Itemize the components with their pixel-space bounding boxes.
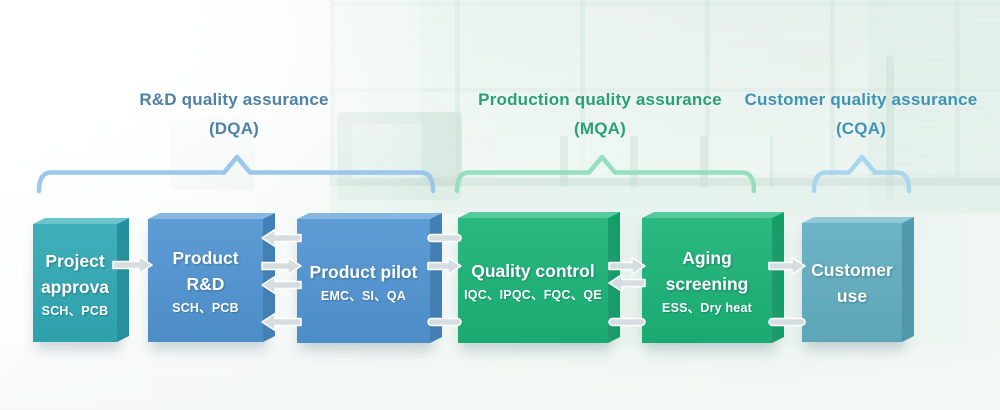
- section-abbr: (DQA): [208, 119, 260, 138]
- box-subtitle: ESS、Dry heat: [662, 301, 752, 315]
- section-abbr: (CQA): [835, 119, 887, 138]
- box-top-face: [642, 212, 784, 218]
- box-front-face: Customer use: [802, 223, 902, 342]
- box-top-face: [297, 213, 442, 219]
- box-title: Quality control: [471, 261, 595, 281]
- flow-box-product-pilot: Product pilot EMC、SI、QA: [297, 213, 442, 343]
- box-front-face: Product pilot EMC、SI、QA: [297, 219, 430, 343]
- box-title-line2: approva: [40, 276, 110, 297]
- section-abbr: (MQA): [574, 119, 626, 138]
- bg-shape: [330, 178, 1000, 186]
- section-title: Production quality assurance: [478, 90, 722, 109]
- box-title: Project: [45, 250, 105, 271]
- box-title: Product pilot: [309, 261, 418, 282]
- box-subtitle: EMC、SI、QA: [320, 288, 407, 303]
- box-subtitle: SCH、PCB: [172, 301, 239, 315]
- bg-shape: [886, 55, 894, 200]
- box-front-face: Aging screening ESS、Dry heat: [642, 218, 772, 343]
- box-side-face: [608, 212, 620, 343]
- flow-box-customer-use: Customer use: [802, 217, 914, 342]
- box-title-line2: screening: [665, 274, 749, 294]
- section-title: R&D quality assurance: [139, 90, 329, 109]
- box-title: Aging: [682, 248, 732, 268]
- box-front-face: Product R&D SCH、PCB: [148, 219, 263, 342]
- box-side-face: [117, 218, 129, 342]
- flow-box-aging-screening: Aging screening ESS、Dry heat: [642, 212, 784, 343]
- box-subtitle: SCH、PCB: [41, 303, 109, 318]
- box-side-face: [772, 212, 784, 343]
- section-title: Customer quality assurance: [744, 90, 978, 109]
- bg-shape: [0, 345, 1000, 410]
- box-title-line2: use: [836, 285, 868, 306]
- box-title: Product: [172, 248, 239, 268]
- box-side-face: [902, 217, 914, 342]
- box-top-face: [33, 218, 129, 224]
- box-side-face: [430, 213, 442, 343]
- box-front-face: Quality control IQC、IPQC、FQC、QE: [458, 218, 608, 343]
- flow-box-project-approval: Project approva SCH、PCB: [33, 218, 129, 342]
- box-title-line2: R&D: [186, 274, 225, 294]
- box-title: Customer: [811, 259, 893, 280]
- section-header-cqa: Customer quality assurance (CQA): [698, 90, 1000, 139]
- box-front-face: Project approva SCH、PCB: [33, 224, 117, 342]
- box-top-face: [458, 212, 620, 218]
- box-top-face: [802, 217, 914, 223]
- box-top-face: [148, 213, 275, 219]
- section-header-dqa: R&D quality assurance (DQA): [84, 90, 384, 139]
- section-header-mqa: Production quality assurance (MQA): [440, 90, 760, 139]
- bg-shape: [330, 186, 1000, 214]
- box-side-face: [263, 213, 275, 342]
- box-subtitle: IQC、IPQC、FQC、QE: [464, 288, 602, 302]
- flow-box-product-rd: Product R&D SCH、PCB: [148, 213, 275, 342]
- flow-box-quality-control: Quality control IQC、IPQC、FQC、QE: [458, 212, 620, 343]
